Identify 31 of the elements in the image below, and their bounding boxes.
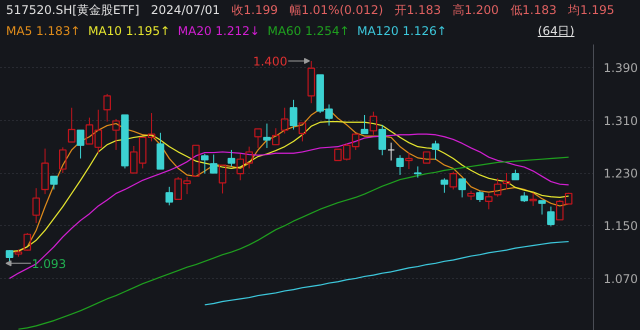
text: 高1.200: [452, 3, 499, 17]
line-series: [18, 156, 570, 330]
text: 开1.183: [394, 3, 441, 17]
annotation: 1.093: [32, 256, 66, 271]
candlestick: [263, 123, 271, 148]
candlestick: [396, 154, 404, 176]
candlestick: [502, 172, 510, 190]
text: MA60 1.254↑: [267, 24, 350, 38]
annotation: 1.400: [252, 54, 288, 68]
y-tick-label: 1.070: [604, 272, 638, 286]
text: 收1.199: [232, 3, 278, 17]
chart-title: 517520.SH[黄金股ETF]: [6, 3, 140, 17]
candlestick: [405, 152, 413, 170]
y-tick-label: 1.150: [604, 219, 638, 234]
text: MA10 1.195↑: [88, 24, 170, 38]
candlestick: [307, 60, 316, 104]
chart-subtitle: 2024/07/01: [150, 3, 220, 17]
text: MA5 1.183↑: [6, 24, 80, 38]
text: 低1.183: [510, 3, 557, 17]
candlestick: [228, 149, 236, 167]
text: 幅1.01%(0.012): [289, 3, 384, 17]
line-series: [204, 240, 570, 306]
text: MA20 1.212↓: [178, 24, 260, 38]
y-tick-label: 1.230: [604, 166, 638, 180]
candlestick: [387, 142, 395, 161]
text: (64日): [538, 23, 574, 40]
y-tick-label: 1.310: [604, 114, 638, 128]
text: 均1.195: [568, 3, 614, 17]
text: MA120 1.126↑: [357, 24, 447, 38]
y-tick-label: 1.390: [604, 61, 638, 76]
candlestick: [432, 140, 440, 160]
